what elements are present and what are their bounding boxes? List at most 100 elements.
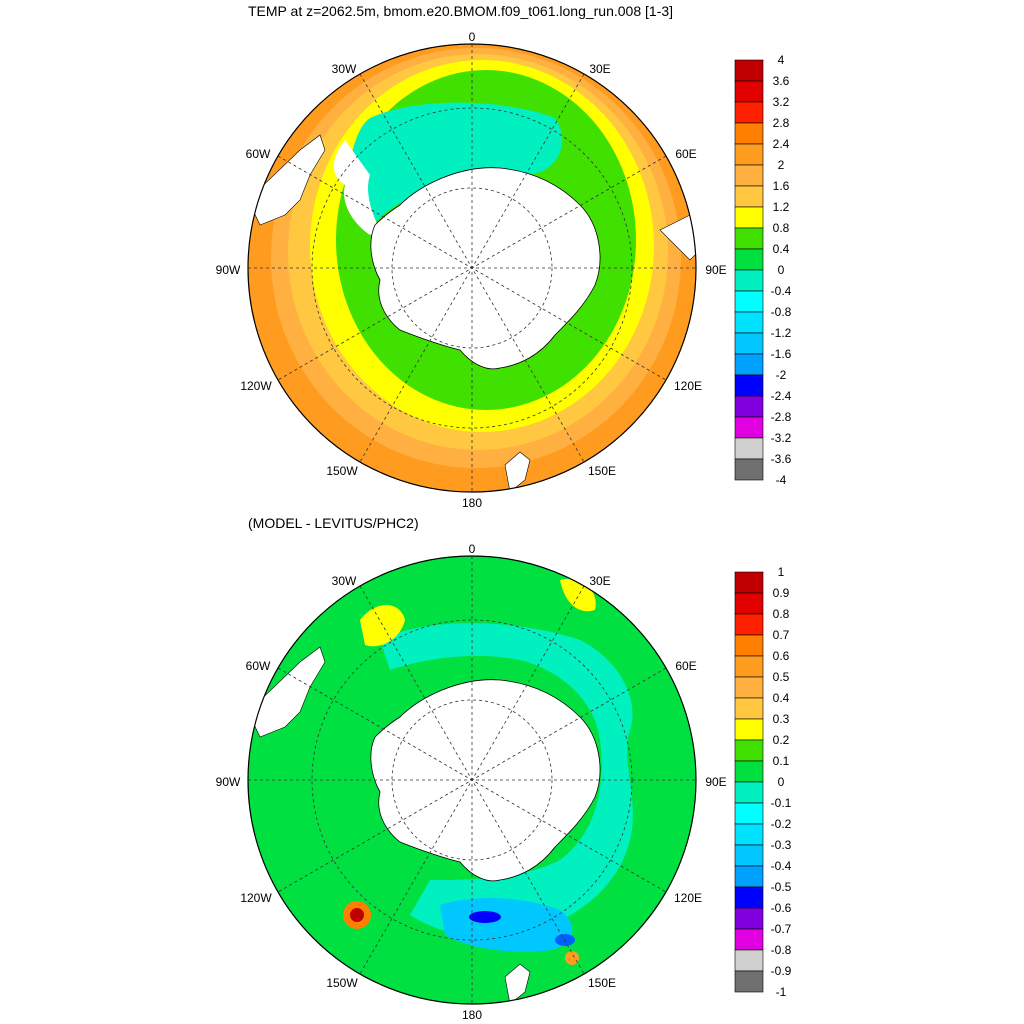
top-polar-map: 0 30E 60E 90E 120E 150E 180 150W 120W 90…	[216, 30, 792, 510]
south-america-land	[248, 646, 326, 738]
top-colorbar-label: 2.4	[773, 137, 790, 151]
top-colorbar-label: -1.2	[771, 326, 792, 340]
south-america-land	[248, 134, 326, 226]
bottom-lon-label-0: 0	[469, 542, 476, 556]
top-colorbar-label: -0.8	[771, 305, 792, 319]
top-colorbar-label: -2.8	[771, 410, 792, 424]
bottom-colorbar-swatch	[734, 655, 764, 678]
top-colorbar-label: 4	[778, 53, 785, 67]
top-colorbar: 4 3.6 3.2 2.8 2.4 2 1.6 1.2 0.8 0.4 0 -0.4 -0.8 -1.2 -…	[734, 53, 792, 487]
cyan-anomaly-region	[380, 623, 633, 938]
top-colorbar-label: -1.6	[771, 347, 792, 361]
top-colorbar-swatch	[734, 269, 764, 292]
orange-anomaly-spot	[565, 951, 579, 965]
bottom-colorbar-swatch	[734, 865, 764, 888]
bottom-colorbar-swatch	[734, 970, 764, 993]
top-lon-label-30e: 30E	[589, 62, 610, 76]
bottom-lon-label-60e: 60E	[675, 659, 696, 673]
top-lon-label-0: 0	[469, 30, 476, 44]
top-colorbar-swatch	[734, 416, 764, 439]
top-colorbar-swatch	[734, 143, 764, 166]
antarctica-landmass	[370, 167, 601, 370]
top-lon-label-150w: 150W	[326, 464, 358, 478]
top-colorbar-label: -2.4	[771, 389, 792, 403]
top-colorbar-label: 3.2	[773, 95, 790, 109]
bottom-lon-label-120e: 120E	[674, 891, 702, 905]
top-map-border	[247, 43, 697, 493]
bottom-lon-label-30e: 30E	[589, 574, 610, 588]
bottom-colorbar-label: -0.4	[771, 859, 792, 873]
top-colorbar-label: -4	[776, 473, 787, 487]
top-colorbar-swatch	[734, 290, 764, 313]
bottom-colorbar-swatch	[734, 886, 764, 909]
new-zealand-land	[504, 451, 531, 492]
bottom-graticule	[248, 556, 696, 1004]
top-colorbar-label: 2.8	[773, 116, 790, 130]
bottom-polar-map: 0 30E 60E 90E 120E 150E 180 150W 120W 90…	[216, 542, 792, 1022]
top-lon-label-120e: 120E	[674, 379, 702, 393]
antarctica-landmass	[370, 679, 601, 882]
top-colorbar-label: 0.8	[773, 221, 790, 235]
top-lon-label-60w: 60W	[246, 147, 271, 161]
top-colorbar-label: 1.2	[773, 200, 790, 214]
bottom-colorbar-swatch	[734, 781, 764, 804]
bottom-lon-label-180: 180	[462, 1008, 482, 1022]
bottom-colorbar-label: -0.7	[771, 922, 792, 936]
top-colorbar-swatch	[734, 311, 764, 334]
bottom-colorbar-label: 0.5	[773, 670, 790, 684]
red-anomaly-core	[350, 908, 364, 922]
top-map-title: TEMP at z=2062.5m, bmom.e20.BMOM.f09_t06…	[248, 3, 674, 19]
top-colorbar-swatch	[734, 206, 764, 229]
bottom-colorbar-label: -0.6	[771, 901, 792, 915]
top-colorbar-label: 1.6	[773, 179, 790, 193]
australia-land	[659, 214, 696, 261]
bottom-map-border	[247, 555, 697, 1005]
bottom-lon-label-150e: 150E	[588, 976, 616, 990]
top-colorbar-swatch	[734, 353, 764, 376]
top-colorbar-swatch	[734, 374, 764, 397]
bottom-colorbar-label: 0.2	[773, 733, 790, 747]
top-colorbar-swatch	[734, 122, 764, 145]
bottom-colorbar-swatch	[734, 844, 764, 867]
bottom-colorbar-label: 0.1	[773, 754, 790, 768]
top-colorbar-label: 3.6	[773, 74, 790, 88]
top-colorbar-swatch	[734, 80, 764, 103]
top-colorbar-label: -0.4	[771, 284, 792, 298]
top-colorbar-swatch	[734, 227, 764, 250]
top-colorbar-label: -3.2	[771, 431, 792, 445]
bottom-colorbar-label: -0.9	[771, 964, 792, 978]
bottom-colorbar-swatch	[734, 802, 764, 825]
blue-anomaly-spot	[469, 911, 501, 923]
bottom-colorbar-swatch	[734, 760, 764, 783]
bottom-colorbar-label: 0.8	[773, 607, 790, 621]
bottom-lon-label-90w: 90W	[216, 775, 241, 789]
top-colorbar-label: 0.4	[773, 242, 790, 256]
top-lon-label-60e: 60E	[675, 147, 696, 161]
top-lon-label-90e: 90E	[705, 263, 726, 277]
bottom-map-title: (MODEL - LEVITUS/PHC2)	[248, 515, 419, 531]
bottom-colorbar-label: 0.6	[773, 649, 790, 663]
bottom-colorbar-label: -1	[776, 985, 787, 999]
bottom-colorbar: 1 0.9 0.8 0.7 0.6 0.5 0.4 0.3 0.2 0.1 0 -0.1 -0.2 -0.…	[734, 565, 792, 999]
bottom-colorbar-label: 0.7	[773, 628, 790, 642]
bottom-colorbar-swatch	[734, 928, 764, 951]
light-blue-anomaly-region	[440, 898, 573, 952]
top-colorbar-swatch	[734, 164, 764, 187]
bottom-colorbar-swatch	[734, 697, 764, 720]
bottom-colorbar-swatch	[734, 634, 764, 657]
bottom-colorbar-label: 0.4	[773, 691, 790, 705]
bottom-colorbar-label: 0	[778, 775, 785, 789]
top-graticule	[248, 44, 696, 492]
top-colorbar-swatch	[734, 101, 764, 124]
bottom-colorbar-label: -0.5	[771, 880, 792, 894]
bottom-longitude-labels: 0 30E 60E 90E 120E 150E 180 150W 120W 90…	[216, 542, 727, 1022]
bottom-colorbar-label: 0.3	[773, 712, 790, 726]
bottom-colorbar-swatch	[734, 739, 764, 762]
top-colorbar-swatch	[734, 248, 764, 271]
top-longitude-labels: 0 30E 60E 90E 120E 150E 180 150W 120W 90…	[216, 30, 727, 510]
cyan-region	[348, 102, 563, 228]
bottom-colorbar-label: 1	[778, 565, 785, 579]
top-colorbar-label: 2	[778, 158, 785, 172]
top-colorbar-label: -2	[776, 368, 787, 382]
bottom-colorbar-label: -0.3	[771, 838, 792, 852]
